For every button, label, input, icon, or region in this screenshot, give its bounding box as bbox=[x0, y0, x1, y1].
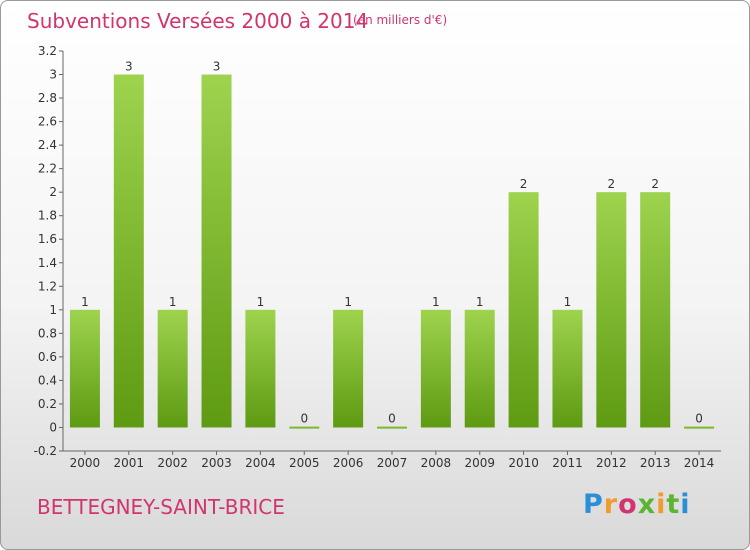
value-label-2009: 1 bbox=[476, 295, 484, 309]
bar-2000 bbox=[69, 309, 100, 428]
x-tick-label-2009: 2009 bbox=[464, 456, 495, 470]
bar-2006 bbox=[333, 309, 364, 428]
y-tick-label: 0.4 bbox=[38, 373, 57, 387]
value-label-2003: 3 bbox=[213, 60, 221, 74]
y-tick-label: 0.2 bbox=[38, 397, 57, 411]
x-tick-label-2008: 2008 bbox=[421, 456, 452, 470]
y-tick-label: -0.2 bbox=[34, 444, 57, 458]
value-label-2013: 2 bbox=[651, 177, 659, 191]
x-tick-label-2006: 2006 bbox=[333, 456, 364, 470]
value-label-2011: 1 bbox=[564, 295, 572, 309]
commune-name: BETTEGNEY-SAINT-BRICE bbox=[37, 495, 285, 519]
x-tick-label-2010: 2010 bbox=[508, 456, 539, 470]
y-tick-label: 2.2 bbox=[38, 162, 57, 176]
bars-group bbox=[69, 74, 715, 429]
bar-2004 bbox=[245, 309, 276, 428]
x-tick-label-2014: 2014 bbox=[684, 456, 715, 470]
y-tick-label: 1.8 bbox=[38, 209, 57, 223]
y-tick-label: 3.2 bbox=[38, 44, 57, 58]
x-tick-label-2001: 2001 bbox=[114, 456, 145, 470]
y-tick-label: 0.6 bbox=[38, 350, 57, 364]
unit-label: (en milliers d'€) bbox=[353, 13, 448, 27]
bar-2012 bbox=[596, 192, 627, 428]
bar-2010 bbox=[508, 192, 539, 428]
y-tick-label: 2.6 bbox=[38, 115, 57, 129]
value-label-2010: 2 bbox=[520, 177, 528, 191]
x-tick-label-2013: 2013 bbox=[640, 456, 671, 470]
y-tick-label: 2.4 bbox=[38, 138, 57, 152]
bar-2013 bbox=[640, 192, 671, 428]
value-label-2012: 2 bbox=[608, 177, 616, 191]
bar-2001 bbox=[113, 74, 144, 428]
y-tick-label: 1.4 bbox=[38, 256, 57, 270]
value-label-2004: 1 bbox=[257, 295, 265, 309]
x-tick-label-2003: 2003 bbox=[201, 456, 232, 470]
y-tick-label: 3 bbox=[49, 68, 57, 82]
proxiti-logo[interactable]: Proxiti bbox=[583, 489, 691, 520]
y-tick-label: 2.8 bbox=[38, 91, 57, 105]
value-label-2007: 0 bbox=[388, 411, 396, 425]
value-labels-group: 1 3 1 3 1 0 1 0 1 1 2 1 2 2 0 bbox=[81, 60, 703, 426]
x-tick-label-2011: 2011 bbox=[552, 456, 583, 470]
value-label-2014: 0 bbox=[695, 411, 703, 425]
value-label-2002: 1 bbox=[169, 295, 177, 309]
bar-2009 bbox=[464, 309, 495, 428]
x-tick-label-2002: 2002 bbox=[157, 456, 188, 470]
bar-2011 bbox=[552, 309, 583, 428]
x-tick-label-2000: 2000 bbox=[70, 456, 101, 470]
x-tick-label-2007: 2007 bbox=[377, 456, 408, 470]
bar-2005 bbox=[289, 426, 320, 429]
axes: -0.2 0 0.2 0.4 0.6 0.8 1 1.2 1.4 1.6 1.8 2 2.2 2.4 2.6… bbox=[34, 44, 721, 470]
x-tick-label-2012: 2012 bbox=[596, 456, 627, 470]
value-label-2006: 1 bbox=[344, 295, 352, 309]
value-label-2005: 0 bbox=[300, 411, 308, 425]
bar-2008 bbox=[420, 309, 451, 428]
y-tick-label: 0 bbox=[49, 420, 57, 434]
value-label-2000: 1 bbox=[81, 295, 89, 309]
bar-2003 bbox=[201, 74, 232, 428]
bar-2014 bbox=[684, 426, 715, 429]
bar-2007 bbox=[377, 426, 407, 429]
x-tick-label-2005: 2005 bbox=[289, 456, 320, 470]
value-label-2008: 1 bbox=[432, 295, 440, 309]
y-tick-label: 0.8 bbox=[38, 326, 57, 340]
y-tick-label: 1.2 bbox=[38, 279, 57, 293]
y-tick-label: 2 bbox=[49, 185, 57, 199]
chart-title: Subventions Versées 2000 à 2014 bbox=[27, 9, 369, 33]
x-tick-label-2004: 2004 bbox=[245, 456, 276, 470]
bar-2002 bbox=[157, 309, 188, 428]
y-tick-label: 1 bbox=[49, 303, 57, 317]
value-label-2001: 3 bbox=[125, 60, 133, 74]
y-tick-label: 1.6 bbox=[38, 232, 57, 246]
